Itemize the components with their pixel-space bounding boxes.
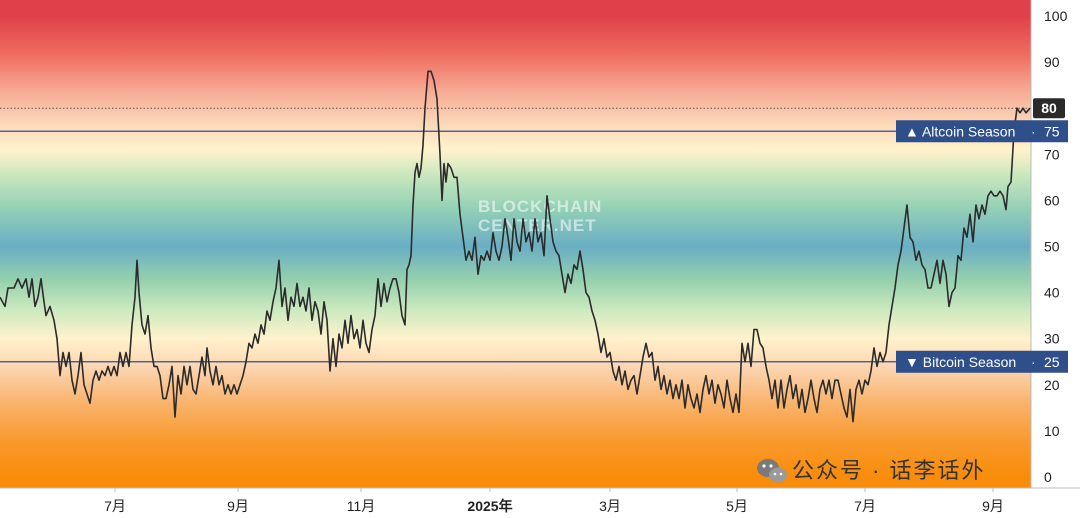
reference-tag-label: ▼ Bitcoin Season [905,354,1016,370]
reference-tag-dash: · [1031,123,1036,139]
x-tick-label: 3月 [599,498,621,514]
x-tick-label: 9月 [982,498,1004,514]
watermark: BLOCKCHAIN CENTER.NET [478,197,602,235]
x-tick-label: 7月 [854,498,876,514]
y-tick-label: 100 [1044,8,1068,24]
y-tick-label: 10 [1044,423,1060,439]
reference-tag-box [896,120,1068,143]
reference-tag-value: 75 [1044,123,1060,139]
reference-tag: ▲ Altcoin Season · 75 [896,120,1068,143]
y-tick-label: 90 [1044,54,1060,70]
x-tick-label: 9月 [227,498,249,514]
x-tick-label: 11月 [347,498,376,514]
reference-tag: ▼ Bitcoin Season · 25 [896,350,1068,373]
y-tick-label: 30 [1044,331,1060,347]
y-tick-label: 0 [1044,469,1052,485]
y-tick-label: 70 [1044,146,1060,162]
series-group [0,70,1031,423]
reference-tags: ▲ Altcoin Season · 75 ▼ Bitcoin Season · 25 80 [896,98,1068,373]
wechat-account-text: 公众号 · 话李话外 [792,458,986,483]
series-line [0,70,1031,423]
reference-lines [0,107,1031,363]
right-axis-panel [1031,0,1080,488]
current-value-label: 80 [1041,100,1057,116]
x-tick-label: 5月 [726,498,748,514]
y-tick-label: 50 [1044,239,1060,255]
reference-tag-value: 25 [1044,354,1060,370]
x-tick-label: 7月 [104,498,126,514]
reference-tag-dash: · [1031,354,1036,370]
current-value-badge [1033,98,1065,119]
wechat-icon [757,459,787,483]
x-tick-label: 2025年 [467,498,512,514]
y-tick-label: 20 [1044,377,1060,393]
x-axis-ticks: 7月 9月 11月 2025年 3月 5月 7月 9月 [104,488,1004,514]
y-tick-label: 40 [1044,285,1060,301]
y-tick-label: 60 [1044,192,1060,208]
watermark-line-1: BLOCKCHAIN [478,197,602,216]
reference-tag-box [896,350,1068,373]
bottom-axis-panel [0,488,1080,518]
reference-tag-label: ▲ Altcoin Season [905,123,1015,139]
wechat-watermark: 公众号 · 话李话外 [757,458,986,483]
background-band-gradient [0,0,1031,488]
